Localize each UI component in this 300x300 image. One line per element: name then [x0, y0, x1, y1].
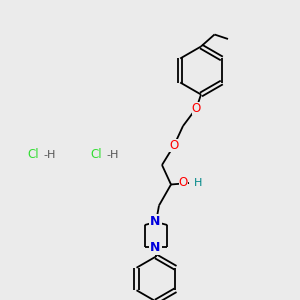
Text: N: N	[150, 241, 161, 254]
Text: O: O	[192, 101, 201, 115]
Text: -H: -H	[106, 149, 119, 160]
Text: H: H	[194, 178, 202, 188]
Text: O: O	[169, 139, 178, 152]
Text: O: O	[179, 176, 188, 190]
Text: Cl: Cl	[90, 148, 102, 161]
Text: Cl: Cl	[27, 148, 39, 161]
Text: -H: -H	[44, 149, 56, 160]
Text: N: N	[150, 215, 161, 229]
